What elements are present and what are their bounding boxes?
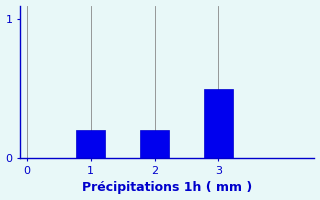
Bar — [140, 130, 169, 158]
Bar — [204, 89, 233, 158]
Bar — [76, 130, 105, 158]
X-axis label: Précipitations 1h ( mm ): Précipitations 1h ( mm ) — [82, 181, 252, 194]
